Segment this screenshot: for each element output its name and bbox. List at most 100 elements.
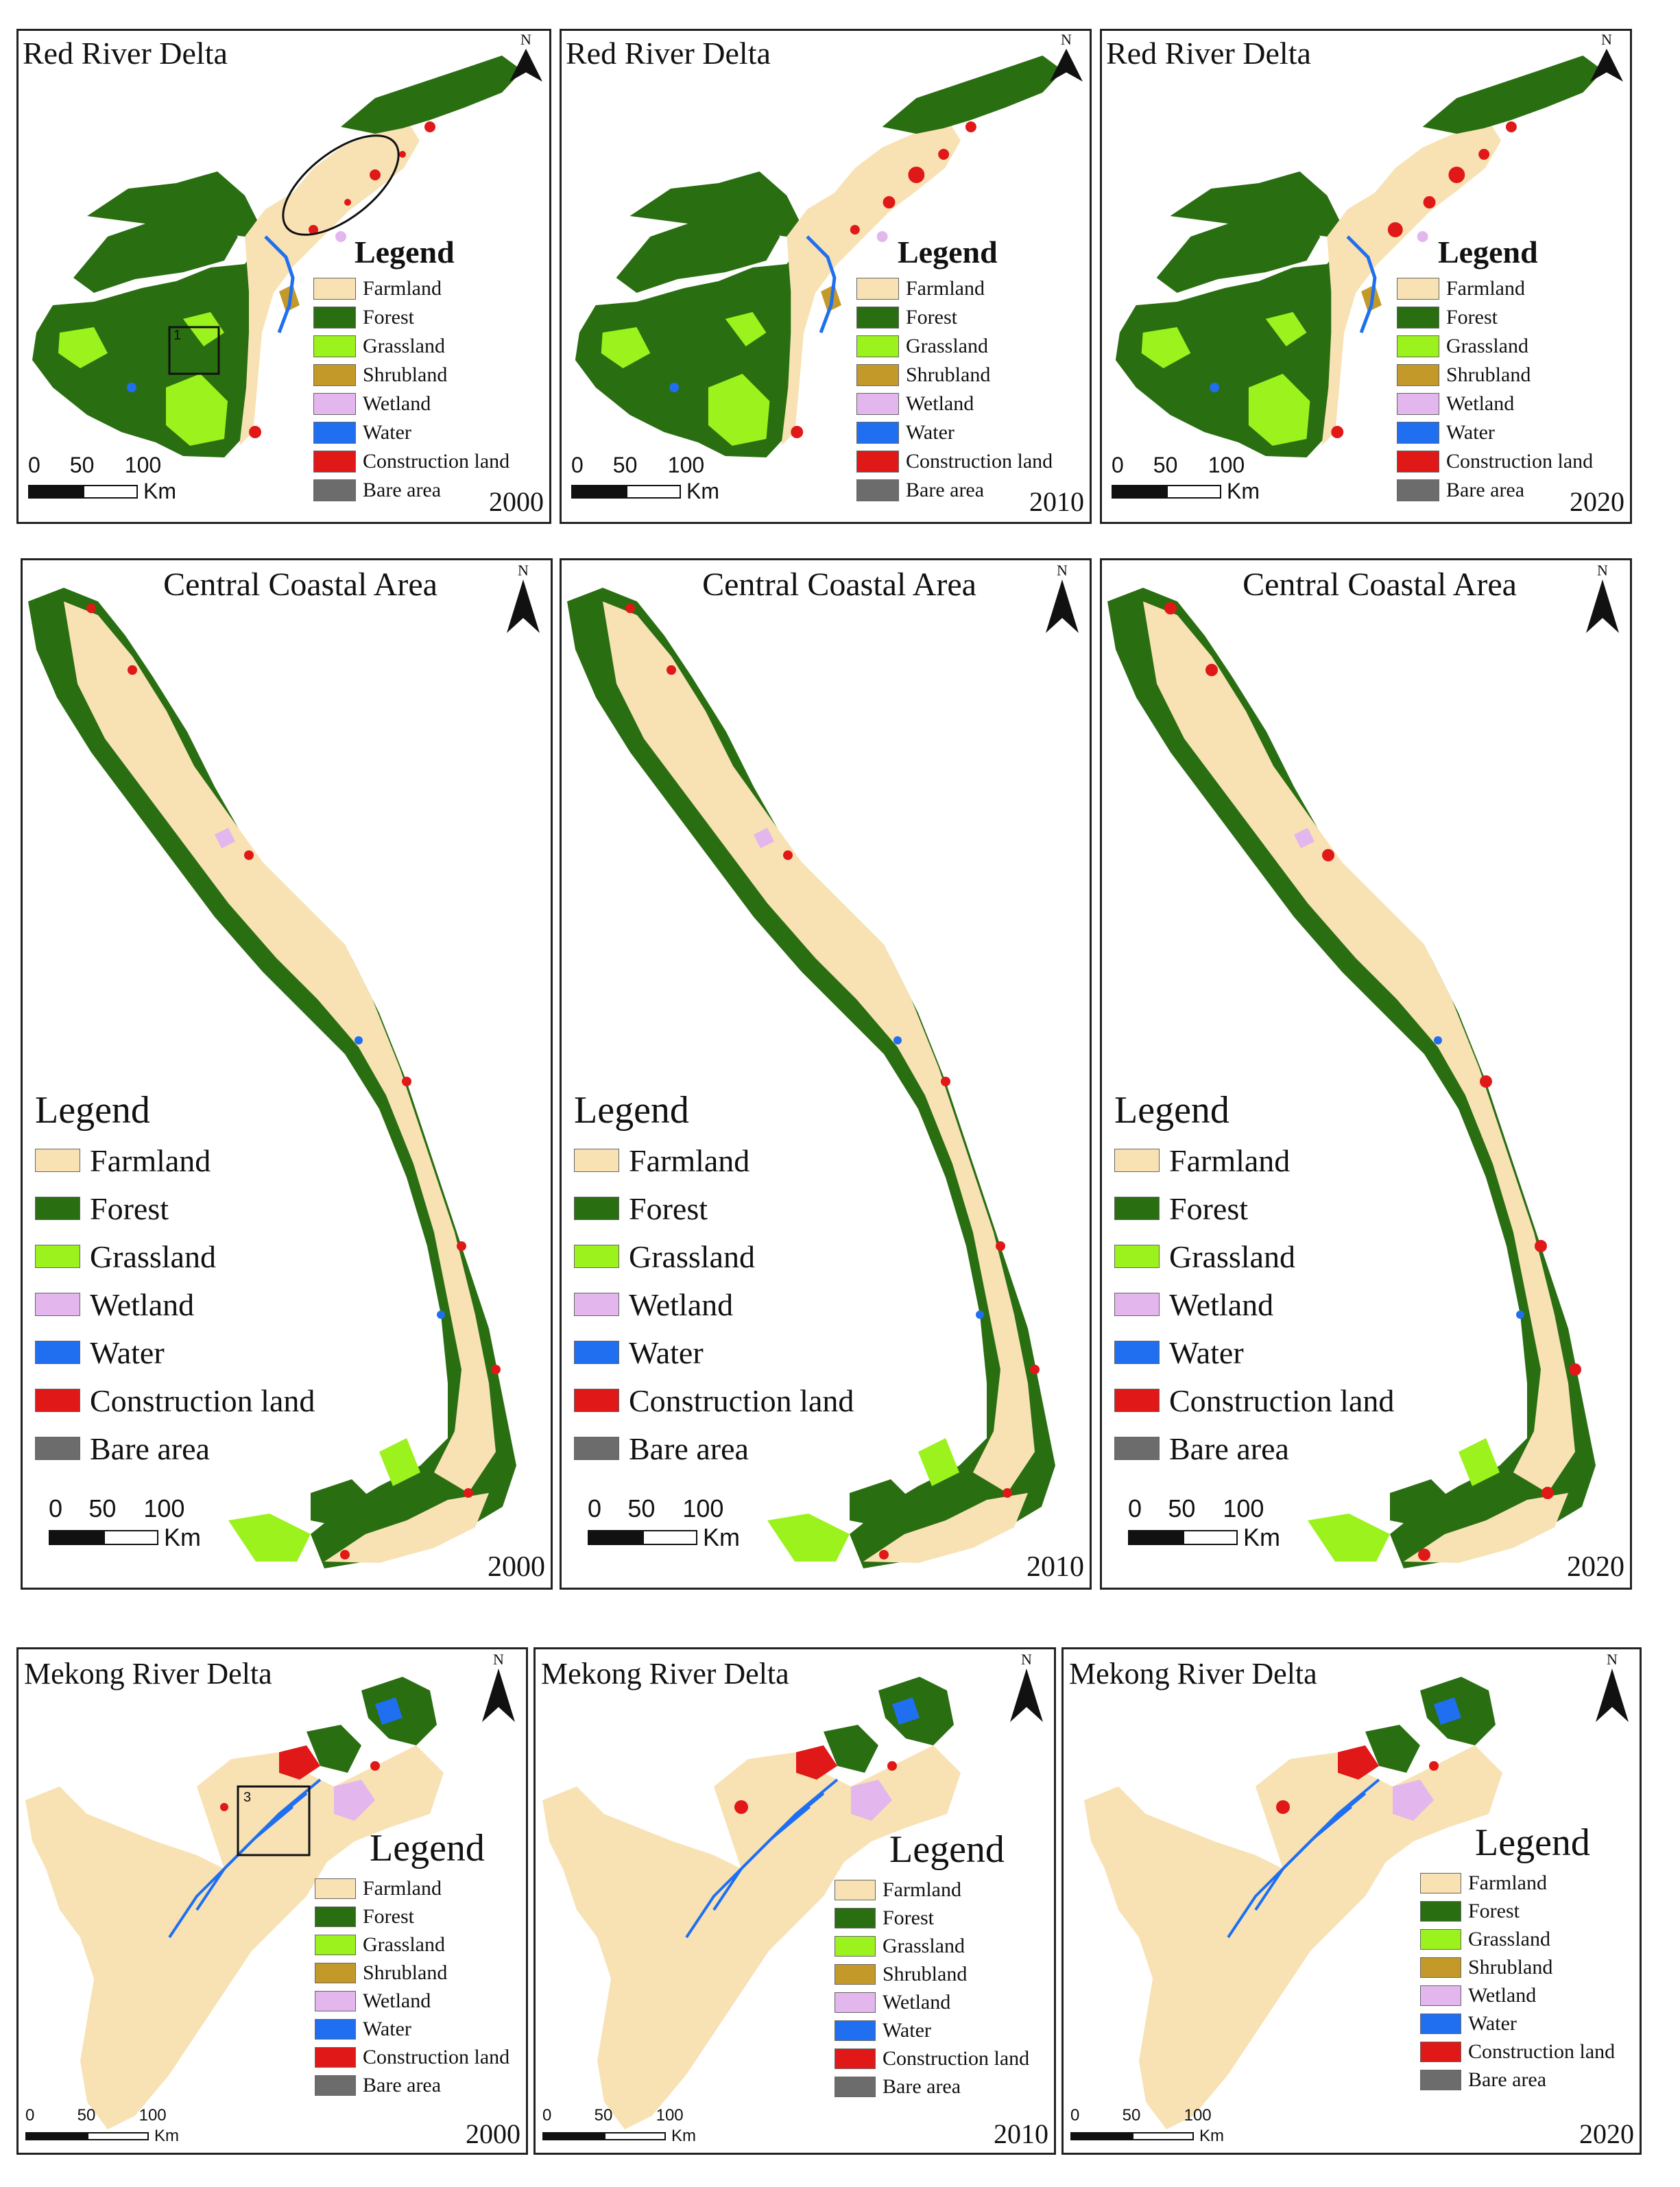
scale-unit: Km <box>1243 1523 1280 1551</box>
legend-label: Construction land <box>883 2046 1030 2070</box>
water-body <box>976 1311 984 1319</box>
water-body <box>375 1697 403 1725</box>
legend-item-forest: Forest <box>574 1184 854 1232</box>
wetland-patch <box>1294 828 1315 848</box>
legend-swatch <box>315 1906 356 1927</box>
legend-swatch <box>856 278 899 300</box>
legend-swatch <box>856 479 899 501</box>
year-label: 2000 <box>489 486 544 517</box>
legend-label: Shrubland <box>1468 1955 1553 1979</box>
legend: Legend Farmland Forest Grassland Wetland Wate… <box>1114 1088 1394 1472</box>
legend-item-water: Water <box>315 2015 509 2043</box>
farmland-region <box>64 601 496 1493</box>
legend-item-grassland: Grassland <box>856 332 1053 361</box>
legend-swatch <box>313 307 356 328</box>
legend-item-construction-land: Construction land <box>1397 447 1593 476</box>
scale-tick-label: 50 <box>627 1494 656 1522</box>
scale-tick-label: 50 <box>594 2106 613 2125</box>
farmland-region <box>1404 1493 1568 1563</box>
legend-title: Legend <box>355 235 455 270</box>
scale-tick-label: 50 <box>1153 453 1178 477</box>
construction-patch <box>457 1241 466 1251</box>
water-body <box>806 235 837 333</box>
legend-item-bare-area: Bare area <box>1420 2066 1615 2094</box>
construction-patch <box>879 1550 889 1559</box>
construction-patch <box>938 149 950 160</box>
legend-swatch <box>856 364 899 386</box>
map-shapes <box>575 56 1064 457</box>
legend-swatch <box>35 1437 80 1460</box>
forest-region <box>850 1479 918 1527</box>
legend-swatch <box>1397 364 1439 386</box>
map-title: Mekong River Delta <box>1069 1657 1317 1690</box>
legend-label: Construction land <box>90 1383 315 1418</box>
legend-label: Farmland <box>90 1143 211 1178</box>
scale-tick-label: 0 <box>28 453 40 477</box>
scale-tick-label: 100 <box>1208 453 1245 477</box>
wetland-patch <box>334 1780 375 1821</box>
legend-item-bare-area: Bare area <box>1397 476 1593 505</box>
water-body <box>1268 1806 1352 1884</box>
legend-swatch <box>1420 1900 1461 1922</box>
north-arrow-icon: N <box>1009 1651 1044 1722</box>
water-body <box>209 1806 293 1884</box>
farmland-region <box>25 1745 444 2129</box>
scale-tick-label: 100 <box>667 453 705 477</box>
legend-item-wetland: Wetland <box>835 1988 1029 2016</box>
land-cover-map <box>575 56 1064 457</box>
legend-item-grassland: Grassland <box>1420 1925 1615 1953</box>
legend-swatch <box>313 364 356 386</box>
legend-swatch <box>35 1245 80 1268</box>
construction-patch <box>279 1745 320 1780</box>
legend-label: Forest <box>883 1906 934 1929</box>
construction-patch <box>1387 222 1403 237</box>
legend-swatch <box>835 2076 876 2097</box>
map-title: Central Coastal Area <box>702 566 976 603</box>
legend-swatch <box>574 1293 619 1316</box>
construction-patch <box>625 603 635 613</box>
grassland-region <box>1459 1438 1500 1486</box>
grassland-region <box>767 1514 850 1562</box>
water-body <box>437 1311 445 1319</box>
legend-label: Forest <box>629 1191 708 1226</box>
map-title: Red River Delta <box>1106 36 1311 71</box>
legend-swatch <box>574 1149 619 1172</box>
legend-label: Bare area <box>1446 479 1525 501</box>
scale-bar: 0 50 100 Km <box>571 453 719 504</box>
construction-patch <box>464 1488 473 1498</box>
water-body <box>264 235 295 333</box>
scale-bar: 0 50 100 Km <box>1128 1494 1280 1552</box>
legend-label: Grassland <box>629 1239 755 1274</box>
legend-item-wetland: Wetland <box>1420 1981 1615 2009</box>
legend-label: Water <box>363 2017 411 2040</box>
construction-patch <box>887 1761 897 1771</box>
map-panel-central-2000: Central Coastal Area N Legend Farmland Fores… <box>21 558 553 1590</box>
legend-swatch <box>1420 2041 1461 2062</box>
legend-swatch <box>1420 2069 1461 2090</box>
land-cover-map <box>28 588 516 1568</box>
legend-item-shrubland: Shrubland <box>1397 361 1593 390</box>
legend-label: Farmland <box>363 1876 442 1900</box>
legend-item-wetland: Wetland <box>1114 1280 1394 1328</box>
legend-label: Grassland <box>363 1933 445 1956</box>
legend-swatch <box>1420 2013 1461 2034</box>
legend-swatch <box>1114 1293 1160 1316</box>
legend-swatch <box>1397 422 1439 444</box>
water-body <box>1434 1036 1442 1044</box>
construction-patch <box>220 1803 228 1811</box>
legend-item-wetland: Wetland <box>574 1280 854 1328</box>
scale-bar: 0 50 100 Km <box>588 1494 740 1552</box>
legend-swatch <box>1114 1437 1160 1460</box>
legend-swatch <box>574 1389 619 1412</box>
legend-label: Forest <box>90 1191 169 1226</box>
legend-label: Grassland <box>90 1239 216 1274</box>
legend: Legend Farmland Forest Grassland Wetland Wate… <box>574 1088 854 1472</box>
wetland-patch <box>1417 231 1428 242</box>
forest-region <box>824 1725 878 1773</box>
legend-label: Water <box>629 1335 704 1370</box>
farmland-region <box>863 1493 1028 1563</box>
legend-swatch <box>1114 1149 1160 1172</box>
grassland-region <box>725 312 767 346</box>
scale-tick-label: 0 <box>588 1494 602 1522</box>
legend-label: Bare area <box>1169 1431 1289 1466</box>
